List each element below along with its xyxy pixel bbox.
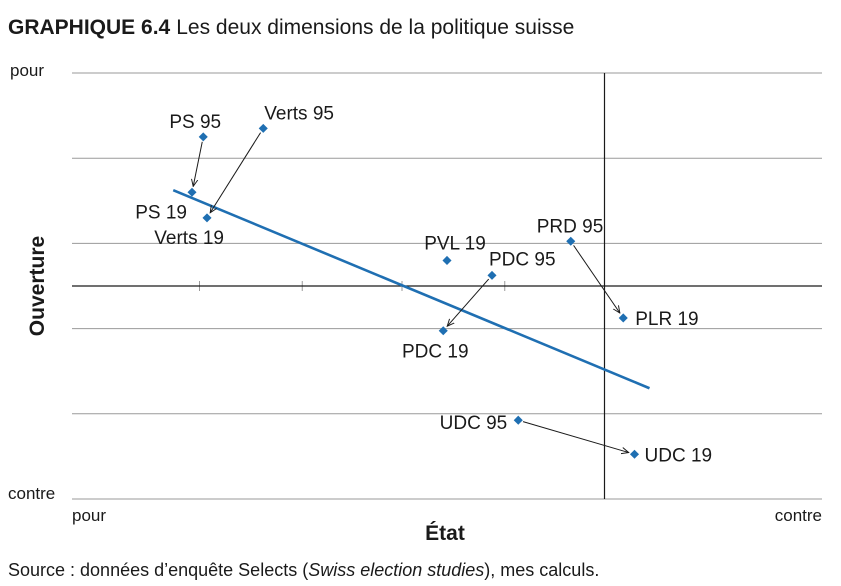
data-label: PDC 19 — [402, 342, 469, 363]
data-label: UDC 95 — [440, 413, 508, 434]
data-point — [618, 313, 628, 323]
movement-arrow — [193, 141, 203, 187]
data-label: UDC 19 — [645, 445, 713, 466]
data-point — [202, 213, 212, 223]
chart-number: GRAPHIQUE 6.4 — [8, 16, 171, 39]
movement-arrow — [447, 278, 490, 326]
data-point — [258, 123, 268, 133]
x-axis-left-label: pour — [72, 506, 106, 525]
data-point — [438, 326, 448, 336]
data-point — [629, 449, 640, 459]
source-text: Source : données d’enquête Selects ( — [8, 560, 309, 580]
x-axis-title: État — [425, 522, 465, 545]
data-label: PS 95 — [169, 112, 221, 133]
data-point — [198, 132, 208, 142]
source-note: Source : données d’enquête Selects (Swis… — [8, 560, 599, 581]
movement-arrow — [522, 421, 629, 453]
data-point — [566, 236, 576, 246]
data-point — [487, 270, 497, 280]
chart-title: GRAPHIQUE 6.4 Les deux dimensions de la p… — [8, 16, 574, 40]
data-point — [513, 415, 523, 425]
movement-arrows — [193, 132, 629, 453]
data-label: PS 19 — [135, 202, 187, 223]
x-axis-right-label: contre — [775, 506, 822, 525]
source-tail-text: ), mes calculs. — [484, 560, 600, 580]
y-axis-title: Ouverture — [26, 236, 49, 336]
axis-labels: pour contre pour contre État Ouverture — [8, 61, 822, 545]
reference-lines — [72, 73, 822, 499]
chart-title-text: Les deux dimensions de la politique suis… — [176, 16, 575, 39]
movement-arrow — [210, 132, 262, 213]
trend-line — [172, 188, 650, 390]
source-italic-text: Swiss election studies — [308, 560, 485, 580]
y-axis-top-label: pour — [10, 61, 44, 80]
data-label: Verts 95 — [264, 103, 334, 124]
data-label: Verts 19 — [154, 228, 224, 249]
grid-lines — [72, 72, 822, 500]
data-label: PVL 19 — [424, 233, 486, 254]
y-axis-bottom-label: contre — [8, 484, 55, 503]
data-label: PDC 95 — [489, 249, 556, 270]
trend-line-group — [172, 188, 650, 390]
data-label: PRD 95 — [537, 216, 604, 237]
movement-arrow — [573, 245, 620, 313]
data-point — [442, 255, 452, 265]
data-point — [187, 187, 197, 197]
data-label: PLR 19 — [635, 309, 698, 330]
